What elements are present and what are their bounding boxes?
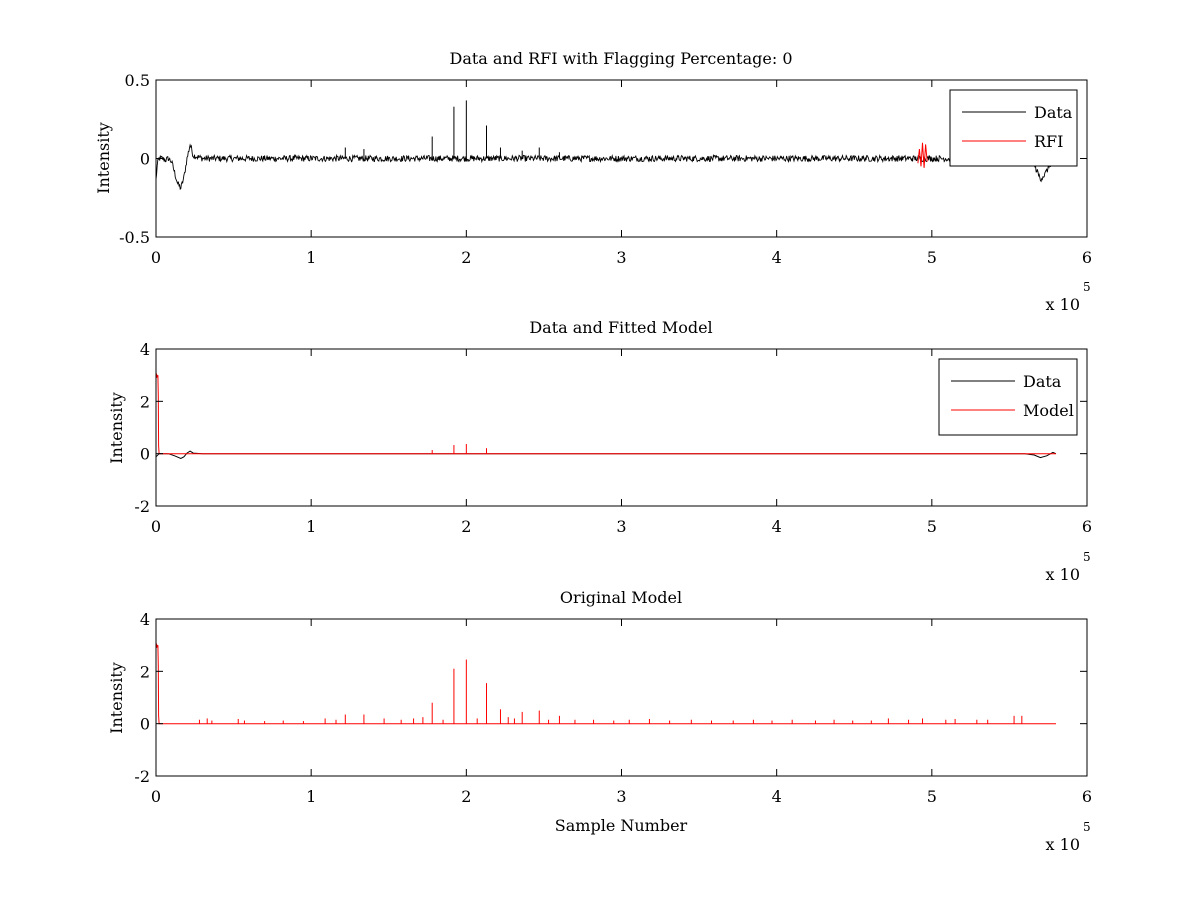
x-tick-label: 4	[772, 787, 782, 806]
series-data	[155, 100, 1056, 190]
x-axis-multiplier: x 10	[1046, 835, 1080, 854]
legend-box	[949, 89, 1078, 167]
x-tick-label: 2	[461, 248, 471, 267]
legend-box	[938, 358, 1078, 436]
y-tick-label: 2	[140, 662, 150, 681]
y-axis-label: Intensity	[94, 122, 113, 194]
plot-area	[156, 619, 1087, 776]
x-tick-label: 0	[151, 787, 161, 806]
subplot-title: Original Model	[560, 588, 682, 607]
x-tick-label: 6	[1082, 517, 1092, 536]
legend-label: RFI	[1034, 132, 1063, 151]
y-tick-label: -0.5	[119, 228, 150, 247]
series-rfi	[917, 142, 928, 168]
series-group	[155, 100, 1056, 190]
series-model	[155, 642, 1056, 725]
x-tick-label: 2	[461, 787, 471, 806]
x-tick-label: 0	[151, 248, 161, 267]
x-axis-multiplier: x 10	[1046, 565, 1080, 584]
x-tick-label: 6	[1082, 787, 1092, 806]
x-tick-label: 0	[151, 517, 161, 536]
y-tick-label: 0	[140, 715, 150, 734]
legend-label: Model	[1023, 401, 1074, 420]
series-model	[155, 372, 1056, 455]
x-tick-label: 4	[772, 248, 782, 267]
legend: Data RFI	[949, 89, 1078, 167]
y-tick-label: -2	[134, 767, 150, 786]
x-tick-label: 3	[616, 248, 626, 267]
x-tick-label: 6	[1082, 248, 1092, 267]
y-tick-label: 0.5	[125, 71, 150, 90]
y-tick-label: 2	[140, 392, 150, 411]
x-tick-label: 5	[927, 787, 937, 806]
legend: Data Model	[938, 358, 1078, 436]
series-line	[155, 372, 1056, 455]
subplot-original-model: Original Model Intensity Sample Number x…	[107, 588, 1092, 854]
x-axis-multiplier: x 10	[1046, 295, 1080, 314]
y-axis-label: Intensity	[107, 392, 126, 464]
series-group	[155, 372, 1057, 459]
x-tick-label: 3	[616, 517, 626, 536]
y-tick-label: 4	[140, 610, 150, 629]
x-tick-label: 5	[927, 517, 937, 536]
x-tick-label: 4	[772, 517, 782, 536]
subplot-title: Data and Fitted Model	[529, 318, 712, 337]
x-axis-multiplier-exponent: 5	[1083, 280, 1091, 294]
x-axis-label: Sample Number	[555, 816, 688, 835]
series-line	[155, 642, 1056, 725]
x-tick-label: 3	[616, 787, 626, 806]
plot-area	[156, 349, 1087, 506]
legend-label: Data	[1034, 103, 1073, 122]
subplot-title: Data and RFI with Flagging Percentage: 0	[449, 49, 792, 68]
y-tick-label: 4	[140, 340, 150, 359]
y-axis-label: Intensity	[107, 662, 126, 734]
y-tick-label: 0	[140, 150, 150, 169]
series-line	[917, 142, 928, 168]
x-tick-label: 2	[461, 517, 471, 536]
x-tick-label: 1	[306, 787, 316, 806]
x-tick-label: 5	[927, 248, 937, 267]
series-group	[155, 642, 1056, 725]
y-tick-label: -2	[134, 497, 150, 516]
series-line	[155, 143, 1056, 190]
x-axis-multiplier-exponent: 5	[1083, 550, 1091, 564]
legend-label: Data	[1023, 372, 1062, 391]
y-tick-label: 0	[140, 445, 150, 464]
x-axis-multiplier-exponent: 5	[1083, 820, 1091, 834]
x-tick-label: 1	[306, 248, 316, 267]
x-tick-label: 1	[306, 517, 316, 536]
subplot-data-and-rfi: Data and RFI with Flagging Percentage: 0…	[94, 49, 1092, 314]
subplot-data-and-fitted-model: Data and Fitted Model Intensity x 10 5 0…	[107, 318, 1092, 584]
